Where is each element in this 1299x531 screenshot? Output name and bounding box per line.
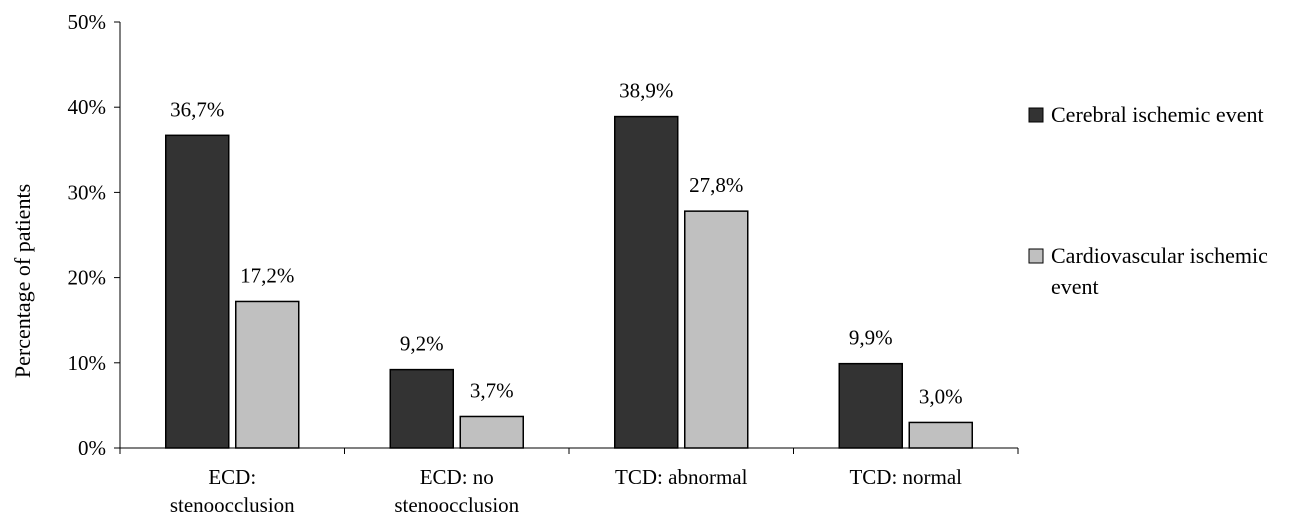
- legend-label: Cardiovascular ischemic event: [1051, 243, 1268, 299]
- legend-label-line: Cardiovascular ischemic: [1051, 243, 1268, 268]
- y-tick-label: 40%: [68, 95, 107, 119]
- data-label: 9,2%: [400, 332, 444, 356]
- x-tick-label: TCD: abnormal: [615, 465, 748, 489]
- data-label: 17,2%: [240, 263, 294, 287]
- x-tick-label: ECD: no stenoocclusion: [394, 465, 519, 517]
- y-axis: 0% 10% 20% 30% 40% 50%: [68, 10, 121, 460]
- y-tick-label: 0%: [78, 436, 106, 460]
- data-label: 36,7%: [170, 97, 224, 121]
- data-label: 3,7%: [470, 378, 514, 402]
- legend-swatch: [1028, 248, 1044, 264]
- x-tick-label-line: TCD: normal: [849, 465, 962, 489]
- x-tick-label-line: stenoocclusion: [394, 493, 519, 517]
- x-tick-label-line: ECD: no: [420, 465, 494, 489]
- data-label: 38,9%: [619, 79, 673, 103]
- legend: Cerebral ischemic event Cardiovascular is…: [1028, 102, 1268, 299]
- bar: [684, 210, 749, 449]
- legend-label-line: Cerebral ischemic event: [1051, 102, 1264, 127]
- data-label: 3,0%: [919, 384, 963, 408]
- bar: [389, 368, 454, 449]
- y-tick-label: 30%: [68, 180, 107, 204]
- x-tick-label: TCD: normal: [849, 465, 962, 489]
- bar: [908, 421, 973, 449]
- bar: [459, 415, 524, 449]
- bar: [235, 300, 300, 449]
- y-tick-label: 20%: [68, 266, 107, 290]
- x-tick-label: ECD: stenoocclusion: [170, 465, 295, 517]
- bar: [838, 362, 903, 449]
- bars: 36,7% 17,2% 9,2% 3,7% 38,9% 27,8% 9,9% 3,0%: [165, 79, 973, 449]
- data-label: 9,9%: [849, 326, 893, 350]
- x-axis: ECD: stenoocclusion ECD: no stenoocclusion T…: [119, 447, 1019, 517]
- bar: [165, 134, 230, 449]
- bar: [614, 115, 679, 449]
- x-tick-label-line: TCD: abnormal: [615, 465, 748, 489]
- y-tick-label: 50%: [68, 10, 107, 34]
- x-tick-label-line: stenoocclusion: [170, 493, 295, 517]
- legend-label-line: event: [1051, 274, 1099, 299]
- x-tick-label-line: ECD:: [208, 465, 256, 489]
- data-label: 27,8%: [689, 173, 743, 197]
- y-axis-title: Percentage of patients: [10, 184, 35, 378]
- y-tick-label: 10%: [68, 351, 107, 375]
- legend-label: Cerebral ischemic event: [1051, 102, 1264, 127]
- legend-swatch: [1028, 107, 1044, 123]
